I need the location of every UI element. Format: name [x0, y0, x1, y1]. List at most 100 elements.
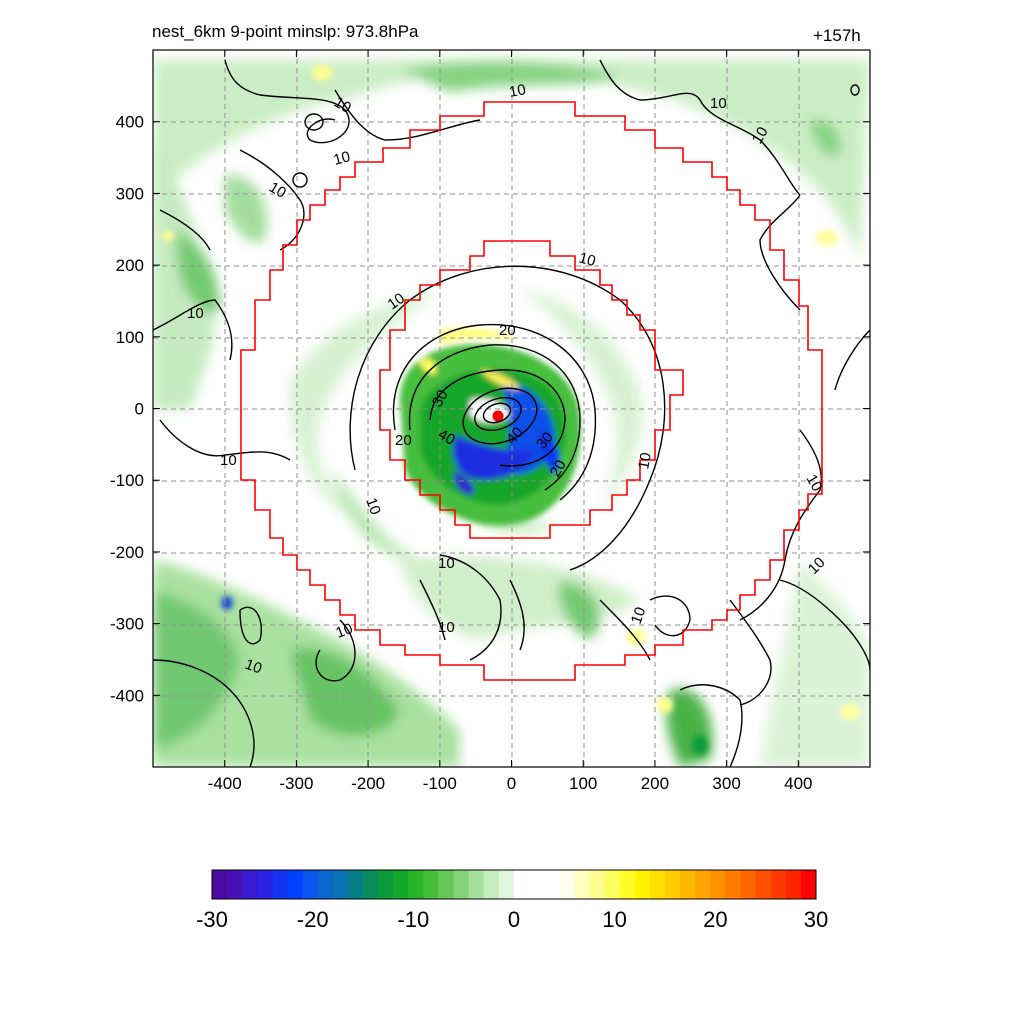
y-tick-label: 100 — [116, 328, 144, 347]
contour-line — [419, 579, 446, 641]
colorbar-swatch — [604, 870, 621, 899]
y-tick-label: -400 — [110, 686, 144, 705]
contour-label: 10 — [220, 452, 237, 469]
colorbar-tick-label: 30 — [804, 907, 828, 932]
colorbar: -30 -20 -10 0 10 20 30 — [196, 869, 828, 932]
colorbar-tick-label: 0 — [508, 907, 520, 932]
colorbar-swatch — [408, 870, 424, 899]
map-title: nest_6km 9-point minslp: 973.8hPa — [152, 22, 419, 41]
contour-line — [334, 89, 481, 141]
contour-label: 10 — [243, 656, 264, 678]
contour-line — [679, 684, 743, 767]
colorbar-swatch — [272, 870, 288, 899]
contour-label: 40 — [435, 426, 458, 449]
colorbar-tick-label: 10 — [602, 907, 626, 932]
contour-line — [649, 595, 691, 637]
colorbar-swatch — [680, 870, 696, 899]
colorbar-swatch — [438, 870, 455, 899]
colorbar-swatch — [242, 870, 258, 899]
colorbar-swatch — [589, 870, 606, 899]
x-tick-label: -100 — [423, 774, 457, 793]
contour-line — [239, 149, 305, 251]
outer-domain-boundary — [240, 101, 823, 681]
colorbar-swatch — [740, 870, 757, 899]
colorbar-swatch — [317, 870, 334, 899]
colorbar-swatch — [634, 870, 651, 899]
contour-label: 10 — [635, 451, 655, 470]
contour-label: 10 — [710, 95, 727, 112]
y-axis: 400 300 200 100 0 -100 -200 -300 -400 — [110, 113, 870, 705]
contour-line — [224, 59, 350, 144]
y-tick-label: 200 — [116, 256, 144, 275]
contour-label: 30 — [429, 387, 452, 410]
colorbar-swatch — [770, 870, 787, 899]
colorbar-swatch — [347, 870, 364, 899]
contour-label: 10 — [266, 179, 289, 202]
x-tick-label: 400 — [784, 774, 812, 793]
contour-label: 10 — [749, 124, 772, 147]
contour-label: 20 — [499, 322, 516, 339]
contour-line — [315, 619, 356, 682]
colorbar-swatch — [710, 870, 726, 899]
colorbar-swatch — [514, 870, 530, 899]
contour-line — [482, 402, 512, 424]
contour-label: 10 — [362, 496, 384, 517]
colorbar-swatch — [227, 870, 243, 899]
colorbar-swatch — [332, 870, 349, 899]
y-tick-label: 0 — [135, 400, 144, 419]
contour-line — [509, 579, 525, 651]
contour-line — [729, 599, 772, 706]
x-axis: -400 -300 -200 -100 0 100 200 300 400 — [208, 50, 812, 793]
colorbar-swatch — [393, 870, 409, 899]
contours — [153, 59, 870, 767]
contour-line — [349, 265, 666, 571]
colorbar-swatch — [665, 870, 681, 899]
contour-line — [159, 209, 211, 251]
colorbar-swatch — [287, 870, 304, 899]
contour-line — [408, 344, 581, 491]
x-tick-label: -400 — [208, 774, 242, 793]
contour-line — [439, 554, 502, 661]
colorbar-swatch — [498, 870, 515, 899]
colorbar-swatch — [302, 870, 319, 899]
contour-label: 10 — [187, 305, 204, 322]
contour-line — [239, 606, 262, 645]
contour-line — [599, 59, 801, 196]
contour-label: 10 — [628, 605, 650, 626]
colorbar-swatch — [574, 870, 590, 899]
colorbar-swatch — [800, 870, 817, 899]
colorbar-swatch — [257, 870, 273, 899]
colorbar-swatch — [363, 870, 379, 899]
contour-label: 20 — [547, 457, 570, 480]
colorbar-swatch — [695, 870, 711, 899]
forecast-hour: +157h — [813, 26, 861, 45]
colorbar-frame — [211, 869, 817, 900]
y-tick-label: -200 — [110, 543, 144, 562]
colorbar-swatch — [212, 870, 228, 899]
colorbar-swatch — [468, 870, 485, 899]
contour-labels: 10 10 10 10 10 10 10 10 10 10 10 10 10 1… — [187, 81, 829, 677]
colorbar-swatch — [559, 870, 575, 899]
y-tick-label: -300 — [110, 615, 144, 634]
contour-label: 10 — [332, 148, 353, 169]
contour-label: 10 — [438, 619, 455, 636]
y-tick-label: 400 — [116, 113, 144, 132]
contour-line — [292, 172, 308, 188]
contour-line — [834, 329, 870, 391]
contour-label: 10 — [334, 620, 355, 642]
contour-line — [153, 299, 233, 361]
colorbar-tick-label: 20 — [703, 907, 727, 932]
colorbar-swatch — [423, 870, 439, 899]
colorbar-swatch — [649, 870, 666, 899]
colorbar-swatch — [755, 870, 772, 899]
contour-line — [850, 84, 860, 96]
x-tick-label: 200 — [641, 774, 669, 793]
contour-label: 10 — [803, 472, 826, 495]
colorbar-tick-label: -30 — [196, 907, 228, 932]
x-tick-label: -200 — [351, 774, 385, 793]
colorbar-swatch — [529, 870, 545, 899]
colorbar-swatch — [619, 870, 636, 899]
contour-label: 10 — [577, 249, 598, 270]
inner-domain-boundary — [379, 240, 684, 539]
contour-line — [153, 659, 255, 767]
